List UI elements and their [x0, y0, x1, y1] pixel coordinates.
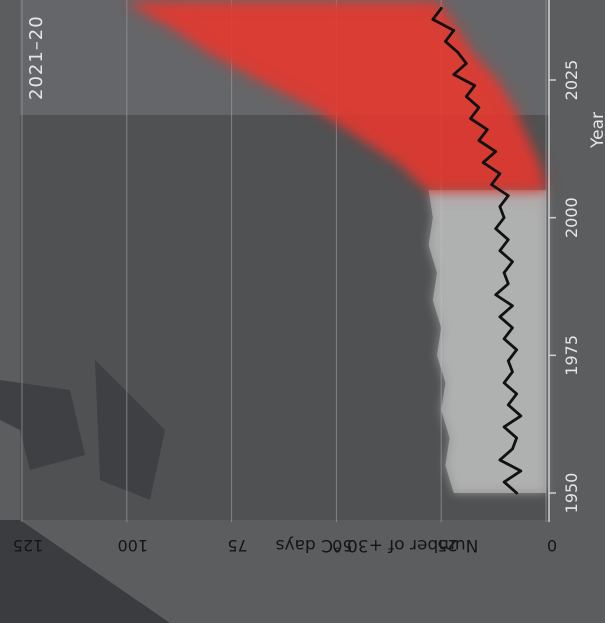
series-point	[465, 95, 468, 98]
value-tick-label: 100	[118, 536, 149, 555]
series-point	[502, 271, 506, 274]
series-point	[494, 227, 497, 230]
background-shape-left	[0, 380, 85, 470]
year-tick-label: 1950	[562, 473, 581, 514]
series-point	[519, 469, 523, 473]
value-tick-label-group: 25	[437, 536, 457, 555]
series-point	[473, 84, 476, 87]
series-point	[498, 458, 502, 462]
series-point	[477, 139, 481, 142]
series-line-group	[431, 7, 523, 495]
series-point	[456, 51, 460, 54]
series-point	[515, 392, 518, 396]
background-shape-mid	[95, 360, 165, 500]
value-tick-label: 75	[227, 536, 247, 555]
axis-layer: 0 25 50 75 100 125 1950 1975 2000 2025	[13, 0, 581, 555]
projection-range-core	[126, 2, 547, 191]
series-point	[440, 7, 443, 10]
series-point	[502, 337, 506, 341]
series-point	[486, 128, 489, 131]
series-point	[452, 29, 455, 32]
x-axis-title: Year	[588, 112, 605, 149]
series-point	[465, 62, 468, 65]
series-point	[498, 205, 502, 208]
series-point	[469, 117, 472, 120]
series-point	[481, 161, 485, 164]
series-point	[431, 18, 435, 21]
value-tick-label: 25	[437, 536, 457, 555]
y-axis-title: Number of +30 °C days	[276, 535, 479, 555]
year-tick-label: 2000	[562, 197, 581, 238]
year-tick-label-group: 2000	[562, 197, 581, 238]
series-point	[502, 381, 506, 385]
series-point	[490, 183, 493, 186]
value-tick-label: 50	[332, 536, 352, 555]
year-tick-label-group: 1950	[562, 473, 581, 514]
y-axis-title-group: Number of +30 °C days	[276, 535, 479, 555]
series-point	[515, 436, 518, 440]
series-point	[477, 106, 481, 109]
series-point	[494, 150, 497, 153]
series-point	[498, 249, 502, 252]
series-point	[519, 414, 523, 418]
series-point	[511, 447, 514, 451]
year-tick-label: 2025	[562, 60, 581, 101]
data-bands	[126, 2, 547, 493]
value-tick-label-group: 100	[118, 536, 149, 555]
year-tick-label-group: 2025	[562, 60, 581, 101]
series-point	[511, 260, 514, 263]
value-tick-label: 125	[13, 536, 44, 555]
series-point	[507, 403, 510, 407]
series-point	[502, 480, 506, 484]
series-point	[507, 194, 510, 197]
value-tick-label-group: 50	[332, 536, 352, 555]
series-point	[511, 370, 514, 374]
series-point	[507, 238, 510, 241]
series-point	[515, 491, 518, 495]
series-point	[511, 304, 514, 307]
value-tick-label-group: 125	[13, 536, 44, 555]
series-point	[452, 73, 455, 76]
value-tick-label-group: 0	[547, 536, 557, 555]
series-point	[444, 40, 447, 43]
value-tick-label: 0	[547, 536, 557, 555]
series-point	[515, 348, 518, 352]
series-point	[507, 282, 510, 285]
year-tick-label: 1975	[562, 335, 581, 376]
series-point	[498, 315, 502, 318]
background-silhouette	[0, 520, 170, 623]
annotation-group: 2021–20	[26, 15, 47, 100]
x-axis-title-group: Year	[588, 112, 605, 149]
series-point	[494, 293, 497, 296]
series-point	[507, 359, 510, 363]
value-tick-label-group: 75	[227, 536, 247, 555]
series-point	[498, 172, 502, 175]
series-point	[511, 326, 514, 329]
period-annotation: 2021–20	[26, 15, 47, 100]
series-point	[502, 216, 506, 219]
series-point	[502, 425, 506, 429]
year-tick-label-group: 1975	[562, 335, 581, 376]
